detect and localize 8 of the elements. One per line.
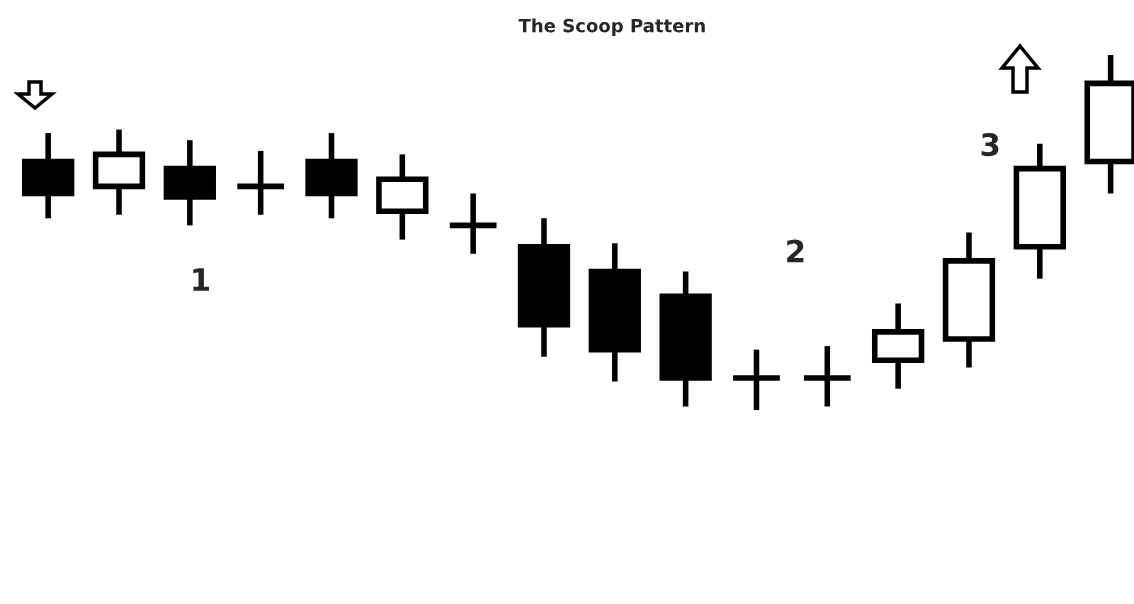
chart-title: The Scoop Pattern [518,18,705,36]
annotation: 2 [787,239,804,263]
annotation: 3 [981,133,999,157]
annotation: 1 [193,268,209,291]
candlestick [801,346,854,407]
candlestick [447,193,500,254]
candlestick [234,150,287,215]
candlestick [730,349,783,410]
